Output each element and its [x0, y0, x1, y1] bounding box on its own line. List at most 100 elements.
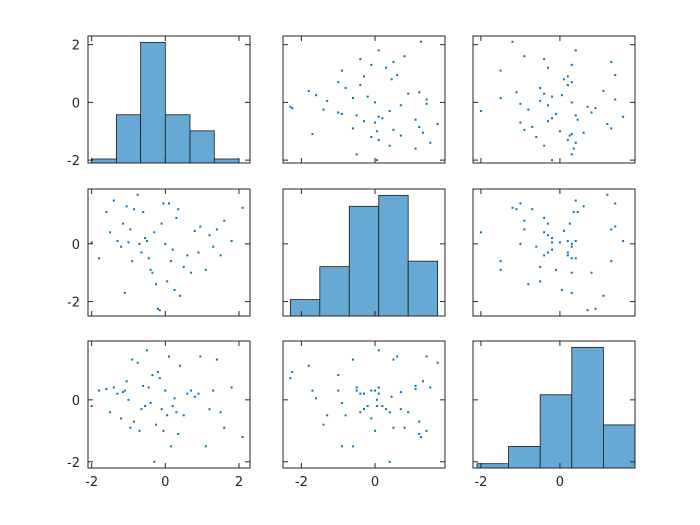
point-2-0-1 — [98, 389, 101, 392]
point-1-0-23 — [153, 231, 156, 234]
point-2-1-43 — [396, 355, 399, 358]
point-1-2-51 — [511, 206, 514, 209]
point-0-1-28 — [425, 102, 428, 105]
point-1-0-21 — [149, 268, 152, 271]
point-2-0-5 — [116, 392, 119, 395]
plot-layer: 2 0 -2 0 -2 0 -2 -2 0 2 -2 0 -2 0 — [67, 35, 636, 490]
point-0-1-48 — [359, 58, 362, 61]
point-0-1-50 — [377, 49, 380, 52]
point-2-1-27 — [399, 408, 402, 411]
point-2-1-44 — [340, 445, 343, 448]
point-1-2-40 — [570, 271, 573, 274]
point-0-2-41 — [562, 78, 565, 81]
point-2-0-16 — [140, 408, 143, 411]
point-1-0-32 — [169, 260, 172, 263]
point-1-2-6 — [535, 245, 538, 248]
xtick-label-c2-1: 0 — [556, 475, 564, 490]
point-0-1-0 — [375, 159, 378, 162]
point-2-1-12 — [351, 358, 354, 361]
xtick-label-c1-0: -2 — [295, 475, 308, 490]
point-0-1-39 — [359, 84, 362, 87]
xtick-label-c0-1: 0 — [161, 475, 169, 490]
hist-bar-0-3 — [164, 114, 191, 164]
point-2-1-32 — [351, 445, 354, 448]
point-2-0-7 — [121, 391, 124, 394]
point-0-2-31 — [614, 98, 617, 101]
point-1-2-12 — [610, 260, 613, 263]
panel-r2-c2-frame — [472, 340, 636, 469]
ytick-label-r0-2: -2 — [67, 154, 80, 169]
point-0-2-50 — [574, 49, 577, 52]
point-2-0-6 — [120, 417, 123, 420]
point-2-0-20 — [147, 386, 150, 389]
point-1-0-38 — [182, 265, 185, 268]
point-1-0-47 — [215, 228, 218, 231]
panel-r2-c1-frame — [282, 340, 446, 469]
point-2-0-25 — [156, 370, 159, 373]
ytick-label-r1-1: -2 — [67, 296, 80, 311]
point-1-0-0 — [90, 241, 93, 244]
point-0-1-23 — [388, 110, 391, 113]
point-0-1-33 — [366, 95, 369, 98]
point-2-1-9 — [421, 380, 424, 383]
point-0-2-19 — [622, 115, 625, 118]
point-2-1-20 — [355, 386, 358, 389]
point-0-1-5 — [377, 138, 380, 141]
point-1-2-4 — [574, 199, 577, 202]
point-1-2-13 — [531, 208, 534, 211]
point-2-1-21 — [340, 401, 343, 404]
point-1-2-28 — [519, 202, 522, 205]
point-1-0-37 — [179, 294, 182, 297]
hist-bar-0-1 — [115, 114, 142, 164]
hist-bar-0-0 — [91, 158, 117, 164]
point-0-2-33 — [551, 95, 554, 98]
point-2-1-3 — [388, 411, 391, 414]
panel-r1-c2-frame — [472, 188, 636, 317]
point-0-1-44 — [340, 69, 343, 72]
point-0-2-14 — [606, 123, 609, 126]
point-1-2-14 — [606, 193, 609, 196]
point-0-1-34 — [315, 94, 318, 97]
point-0-1-3 — [388, 144, 391, 147]
point-1-0-17 — [142, 211, 145, 214]
point-2-1-29 — [374, 389, 377, 392]
point-1-0-40 — [190, 271, 193, 274]
point-2-1-25 — [291, 370, 294, 373]
point-1-2-44 — [499, 268, 502, 271]
point-0-2-21 — [554, 112, 557, 115]
point-0-1-38 — [344, 86, 347, 89]
point-2-1-50 — [377, 386, 380, 389]
hist-bar-1-2 — [348, 205, 380, 317]
point-0-1-24 — [322, 108, 325, 111]
point-0-2-25 — [594, 107, 597, 110]
point-0-2-42 — [566, 75, 569, 78]
point-2-1-1 — [355, 389, 358, 392]
hist-bar-0-4 — [189, 130, 215, 164]
point-2-1-46 — [370, 389, 373, 392]
point-2-0-36 — [177, 432, 180, 435]
point-2-1-23 — [388, 460, 391, 463]
point-2-1-37 — [307, 364, 310, 367]
point-0-2-51 — [511, 40, 514, 43]
point-0-2-27 — [547, 104, 550, 107]
point-0-1-2 — [414, 147, 417, 150]
point-1-2-43 — [614, 225, 617, 228]
point-0-1-12 — [351, 127, 354, 130]
hist-bar-0-2 — [140, 41, 166, 164]
point-0-2-20 — [574, 114, 577, 117]
point-2-0-33 — [171, 405, 174, 408]
point-1-0-14 — [136, 193, 139, 196]
panel-r1-c1-frame — [282, 188, 446, 317]
point-1-2-20 — [574, 257, 577, 260]
point-1-0-48 — [219, 254, 222, 257]
point-1-0-18 — [144, 237, 147, 240]
point-1-2-7 — [568, 222, 571, 225]
point-2-1-49 — [403, 426, 406, 429]
point-1-0-16 — [140, 251, 143, 254]
point-1-2-9 — [582, 205, 585, 208]
point-0-2-5 — [566, 138, 569, 141]
point-1-2-33 — [551, 248, 554, 251]
point-0-1-18 — [381, 117, 384, 120]
point-0-2-40 — [570, 81, 573, 84]
point-1-2-46 — [570, 245, 573, 248]
